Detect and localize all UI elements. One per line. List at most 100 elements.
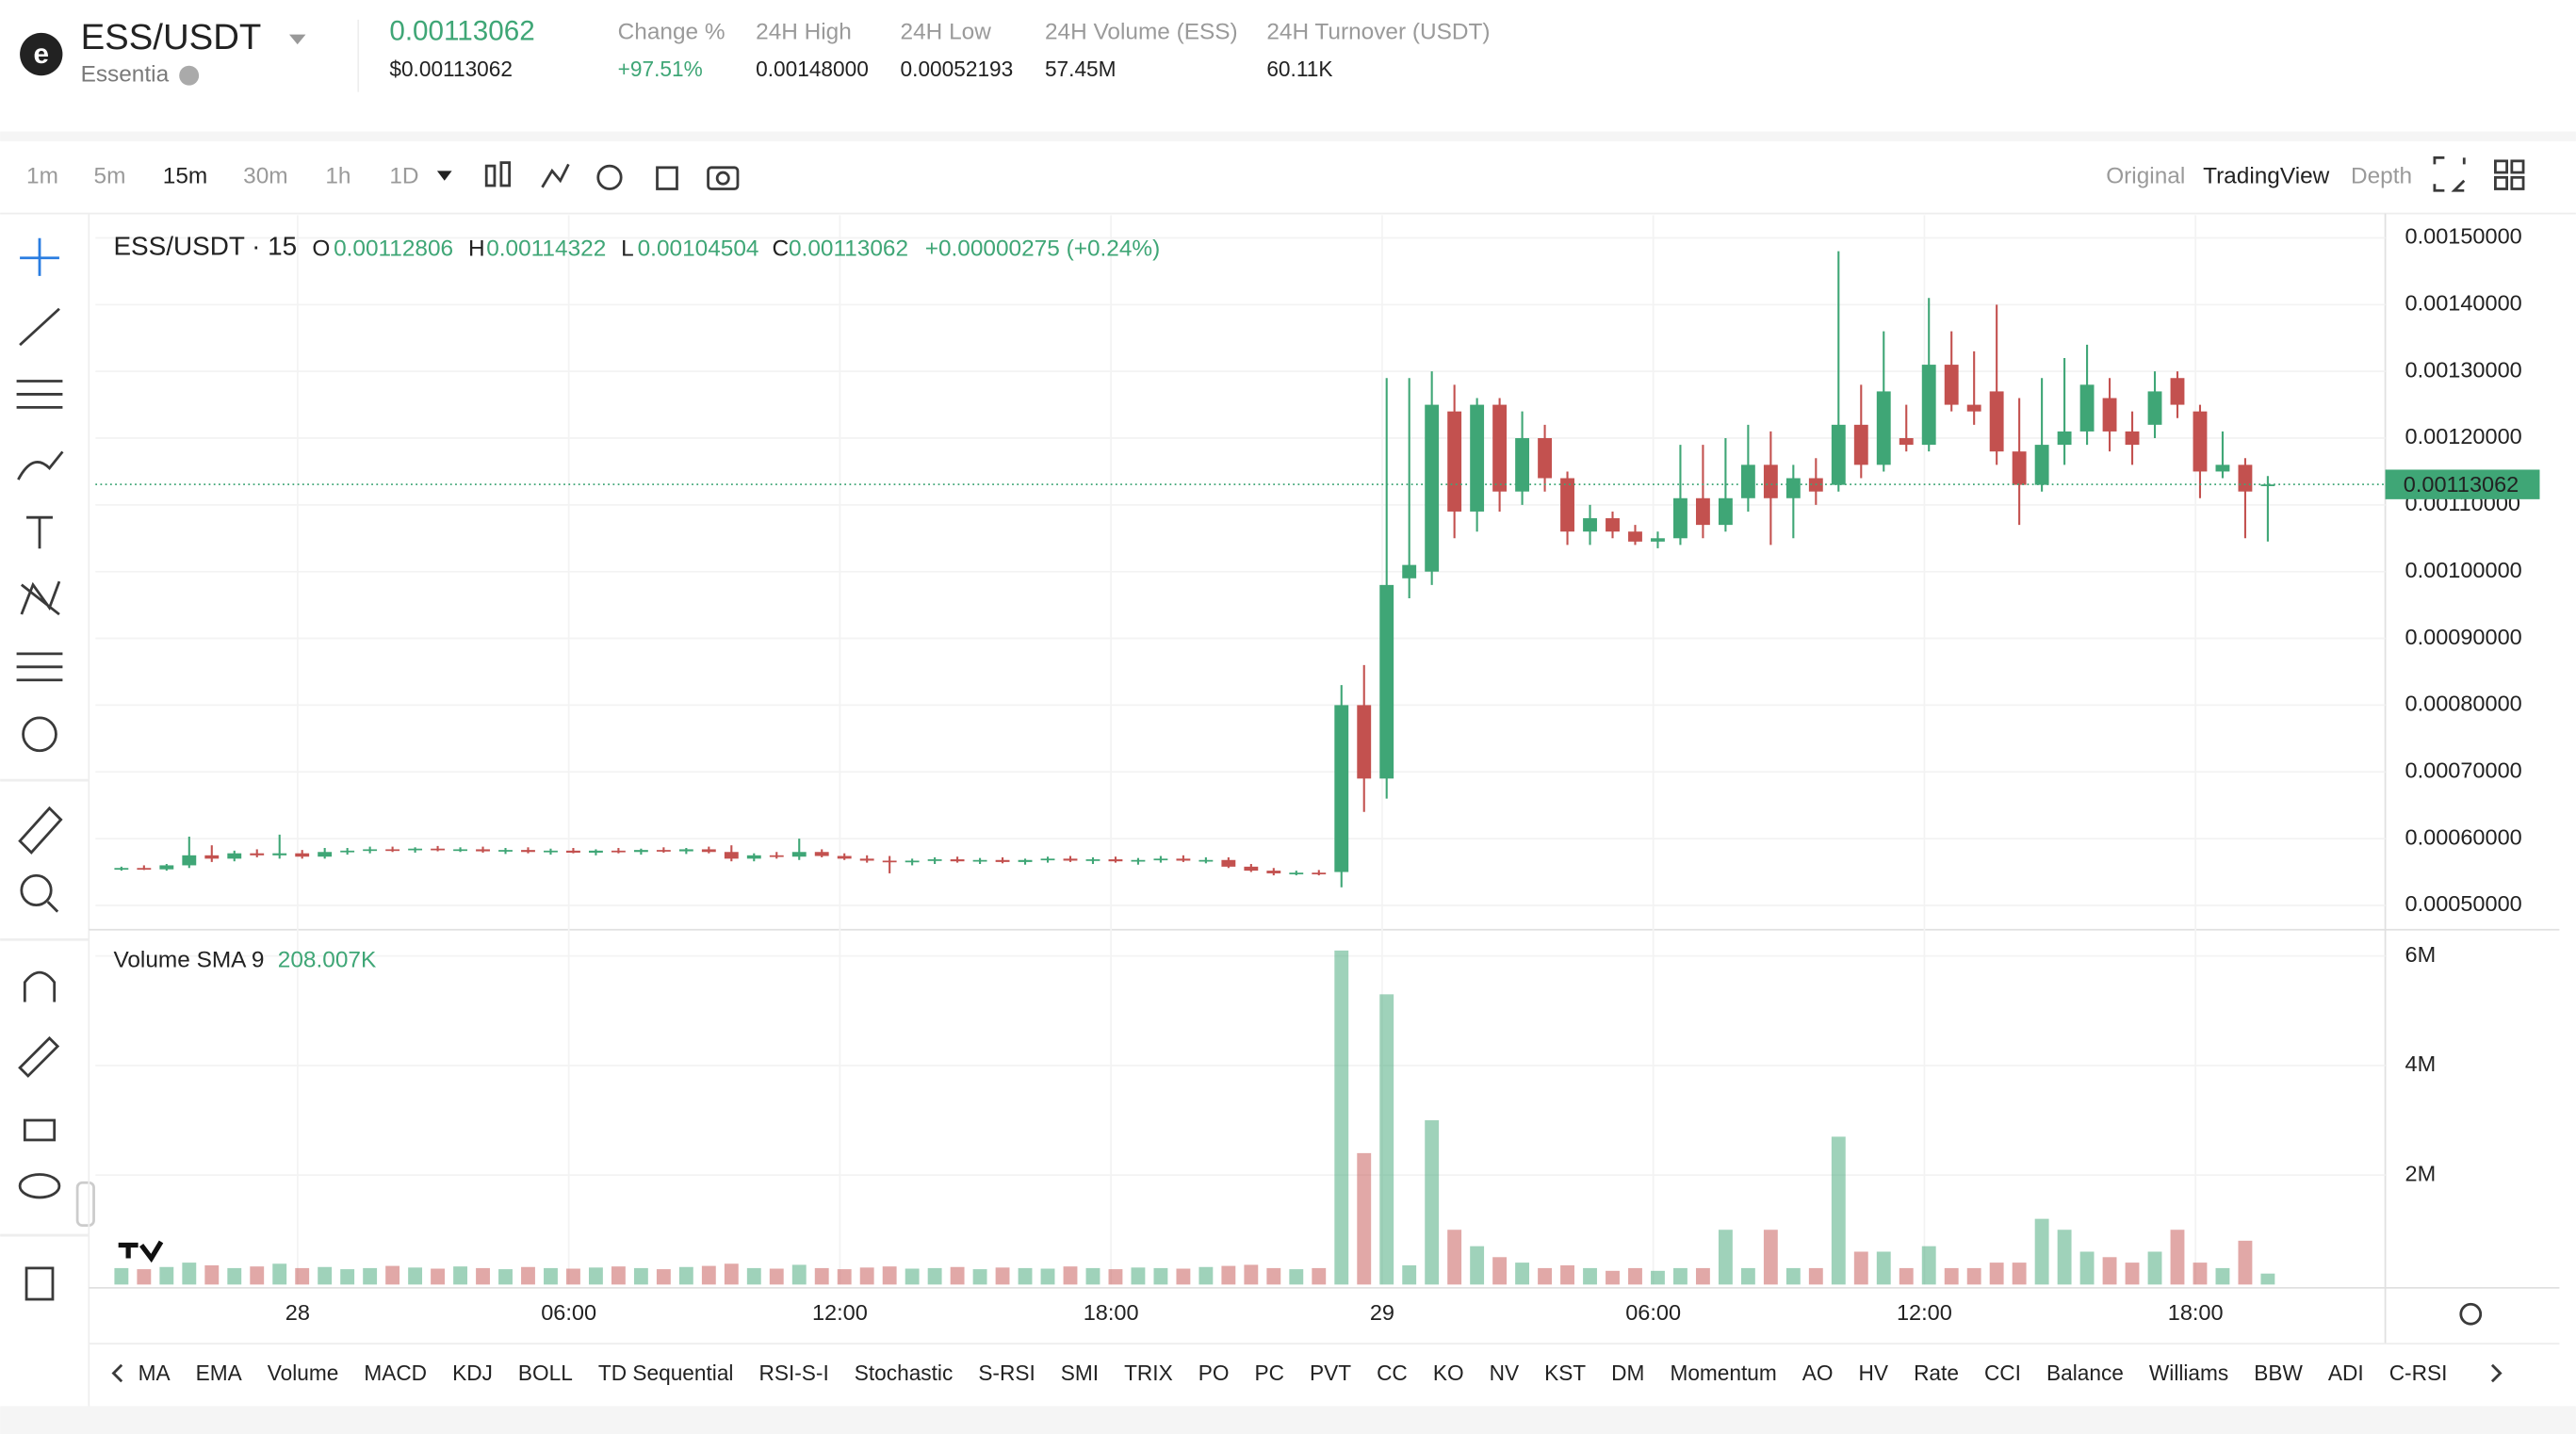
candle-body <box>1492 404 1508 492</box>
indicator[interactable]: RSI-S-I <box>758 1361 828 1385</box>
indicator[interactable]: MA <box>139 1361 171 1385</box>
indicator[interactable]: Balance <box>2046 1361 2124 1385</box>
indicator[interactable]: KDJ <box>452 1361 493 1385</box>
brush-tool[interactable] <box>17 450 64 481</box>
scroll-left[interactable] <box>111 1363 123 1383</box>
volume-bar <box>1176 1268 1191 1285</box>
indicator-bar: MA EMA Volume MACD KDJ BOLL TD Sequential RSI-S… <box>111 1361 2503 1385</box>
indicator[interactable]: Rate <box>1914 1361 1959 1385</box>
text-tool[interactable] <box>26 515 53 549</box>
volume-bar <box>204 1265 220 1285</box>
volume-bar <box>1831 1136 1846 1285</box>
indicator[interactable]: S-RSI <box>978 1361 1035 1385</box>
indicator[interactable]: Volume <box>268 1361 339 1385</box>
interval[interactable]: 1m <box>26 164 58 189</box>
volume-bar <box>1018 1267 1033 1285</box>
indicator[interactable]: KO <box>1433 1361 1464 1385</box>
indicator[interactable]: NV <box>1490 1361 1520 1385</box>
trash-tool[interactable] <box>24 1266 55 1301</box>
camera-icon[interactable] <box>707 166 740 190</box>
volume-bar <box>1040 1268 1055 1285</box>
layout-icon[interactable] <box>2494 175 2509 190</box>
indicator[interactable]: TRIX <box>1124 1361 1173 1385</box>
ohlc-value: 0.00113062 <box>789 236 908 261</box>
line-tool[interactable] <box>19 307 60 347</box>
candle-body <box>363 849 378 852</box>
pattern-tool[interactable] <box>20 580 61 616</box>
layout-icon[interactable] <box>2510 159 2525 174</box>
pair-dropdown[interactable] <box>289 34 306 45</box>
candle-body <box>1108 859 1123 862</box>
layout-icon[interactable] <box>2494 159 2509 174</box>
interval[interactable]: 5m <box>94 164 126 189</box>
emoji-tool[interactable] <box>22 716 57 753</box>
candle-body <box>791 852 807 857</box>
indicator[interactable]: CCI <box>1984 1361 2021 1385</box>
chart-settings[interactable] <box>2459 1302 2483 1326</box>
indicator[interactable]: BBW <box>2254 1361 2303 1385</box>
view-option[interactable]: Depth <box>2351 164 2412 189</box>
drawing-tools <box>0 237 95 1301</box>
indicator[interactable]: EMA <box>196 1361 243 1385</box>
fib-tool[interactable] <box>16 380 63 409</box>
delete-icon[interactable] <box>656 166 678 190</box>
collapse-handle[interactable] <box>75 1181 95 1227</box>
indicator[interactable]: SMI <box>1061 1361 1099 1385</box>
ruler-tool[interactable] <box>18 806 63 855</box>
view-option[interactable]: Original <box>2106 164 2185 189</box>
candle-body <box>385 849 400 852</box>
candle-body <box>1085 859 1101 861</box>
layout-icon[interactable] <box>2510 175 2525 190</box>
interval[interactable]: 1h <box>325 164 351 189</box>
prediction-tool[interactable] <box>16 652 63 682</box>
candle-body <box>431 848 446 851</box>
indicator[interactable]: ADI <box>2328 1361 2364 1385</box>
zoom-tool[interactable] <box>20 873 53 907</box>
logo-letter: e <box>34 39 49 70</box>
interval[interactable]: 30m <box>243 164 287 189</box>
indicator-icon[interactable] <box>541 163 570 188</box>
lock-tool[interactable] <box>23 1118 57 1142</box>
indicator[interactable]: CC <box>1377 1361 1408 1385</box>
fullscreen-icon[interactable] <box>2433 155 2466 192</box>
indicator[interactable]: Williams <box>2149 1361 2228 1385</box>
indicator[interactable]: PC <box>1254 1361 1283 1385</box>
indicator[interactable]: AO <box>1802 1361 1834 1385</box>
volume-bar <box>1651 1270 1665 1285</box>
interval[interactable]: 1D <box>389 164 418 189</box>
candle-body <box>2147 391 2162 425</box>
interval[interactable]: 15m <box>163 164 207 189</box>
info-icon[interactable] <box>179 65 200 86</box>
hide-tool[interactable] <box>18 1173 61 1199</box>
indicator[interactable]: PVT <box>1310 1361 1351 1385</box>
magnet-tool[interactable] <box>23 970 57 1002</box>
volume-bar <box>1063 1266 1078 1285</box>
indicator[interactable]: MACD <box>364 1361 427 1385</box>
stat-label: 24H High <box>756 19 852 44</box>
indicator[interactable]: C-RSI <box>2389 1361 2448 1385</box>
scroll-right[interactable] <box>2490 1363 2503 1383</box>
view-option[interactable]: TradingView <box>2203 164 2330 189</box>
indicator[interactable]: DM <box>1611 1361 1644 1385</box>
indicator[interactable]: BOLL <box>518 1361 573 1385</box>
indicator[interactable]: Momentum <box>1670 1361 1776 1385</box>
candle-body <box>1989 391 2004 452</box>
indicator[interactable]: HV <box>1859 1361 1889 1385</box>
indicator[interactable]: TD Sequential <box>598 1361 734 1385</box>
indicator[interactable]: PO <box>1198 1361 1230 1385</box>
settings-icon[interactable] <box>596 164 623 190</box>
indicator[interactable]: Stochastic <box>855 1361 954 1385</box>
volume-bar <box>1538 1267 1552 1285</box>
candle-icon[interactable] <box>484 164 497 187</box>
candle-icon[interactable] <box>499 161 512 187</box>
lock-draw-tool[interactable] <box>18 1035 60 1078</box>
pair[interactable]: ESS/USDT <box>81 17 262 57</box>
interval-dropdown[interactable] <box>436 171 452 181</box>
candle-body <box>1018 859 1033 862</box>
volume-bar <box>1492 1257 1508 1285</box>
stat-label: Change % <box>618 19 726 44</box>
crosshair-tool[interactable] <box>20 237 59 276</box>
indicator[interactable]: KST <box>1544 1361 1586 1385</box>
volume-bar <box>1763 1230 1778 1285</box>
volume-bar <box>746 1267 761 1285</box>
